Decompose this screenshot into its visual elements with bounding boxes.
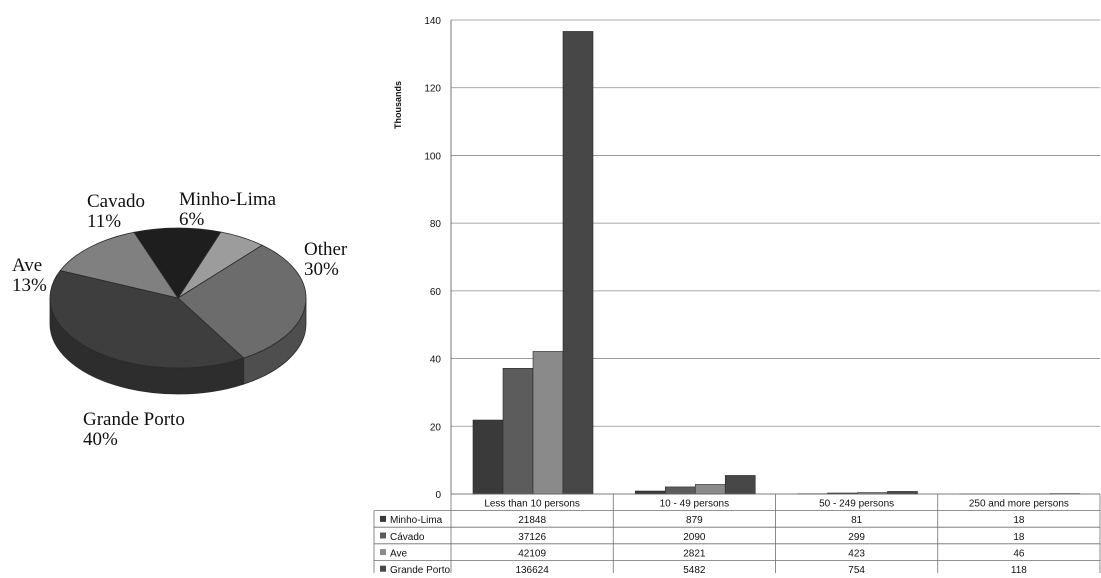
legend-swatch (380, 516, 386, 522)
table-value: 37126 (518, 532, 546, 543)
x-category-label: 250 and more persons (969, 499, 1069, 510)
pie-percent-cavado: 11% (87, 211, 121, 232)
pie-percent-other: 30% (304, 259, 339, 280)
y-tick-label: 120 (424, 84, 441, 95)
y-tick-label: 80 (430, 219, 442, 230)
table-value: 42109 (518, 548, 546, 559)
bar-chart: 0 20 40 60 80 100 120 140 Thousands Less than 10 … (374, 16, 1100, 573)
y-tick-label: 20 (430, 422, 442, 433)
table-value: 136624 (515, 565, 549, 573)
bar-grande-porto-1 (725, 475, 755, 494)
x-category-label: 10 - 49 persons (660, 499, 730, 510)
pie-label-cavado: Cavado (87, 191, 145, 212)
x-category-label: Less than 10 persons (484, 499, 580, 510)
bar-cávado-0 (503, 368, 533, 494)
table-value: 18 (1013, 515, 1025, 526)
bar-ave-0 (533, 351, 563, 494)
table-value: 299 (848, 532, 865, 543)
pie-label-minho-lima: Minho-Lima (179, 189, 277, 210)
pie-label-ave: Ave (12, 255, 42, 276)
pie-label-grande-porto: Grande Porto (83, 409, 185, 430)
pie-percent-grande-porto: 40% (83, 429, 118, 450)
table-value: 21848 (518, 515, 546, 526)
legend-label: Minho-Lima (390, 515, 443, 526)
y-tick-label: 140 (424, 16, 441, 27)
bar-minho-lima-1 (635, 491, 665, 494)
bar-ave-1 (695, 484, 725, 494)
y-tick-label: 40 (430, 355, 442, 366)
y-tick-label: 60 (430, 287, 442, 298)
bar-grande-porto-0 (563, 31, 593, 494)
legend-swatch (380, 549, 386, 555)
table-value: 754 (848, 565, 865, 573)
pie-percent-ave: 13% (12, 275, 47, 296)
pie-percent-minho-lima: 6% (179, 209, 205, 230)
table-value: 879 (686, 515, 703, 526)
legend-label: Grande Porto (390, 565, 450, 573)
table-value: 423 (848, 548, 865, 559)
pie-label-other: Other (304, 239, 348, 260)
table-value: 2821 (683, 548, 706, 559)
legend-label: Ave (390, 548, 407, 559)
table-value: 5482 (683, 565, 706, 573)
y-axis-title: Thousands (393, 81, 403, 129)
y-tick-label: 0 (435, 490, 441, 501)
table-value: 118 (1011, 565, 1027, 573)
bar-cávado-1 (665, 487, 695, 494)
legend-swatch (380, 533, 386, 539)
table-value: 18 (1013, 532, 1025, 543)
table-value: 2090 (683, 532, 706, 543)
x-category-label: 50 - 249 persons (819, 499, 894, 510)
legend-label: Cávado (390, 532, 425, 543)
y-tick-label: 100 (424, 151, 441, 162)
table-value: 81 (851, 515, 863, 526)
legend-swatch (380, 566, 386, 572)
bar-minho-lima-0 (473, 420, 503, 494)
table-value: 46 (1013, 548, 1025, 559)
